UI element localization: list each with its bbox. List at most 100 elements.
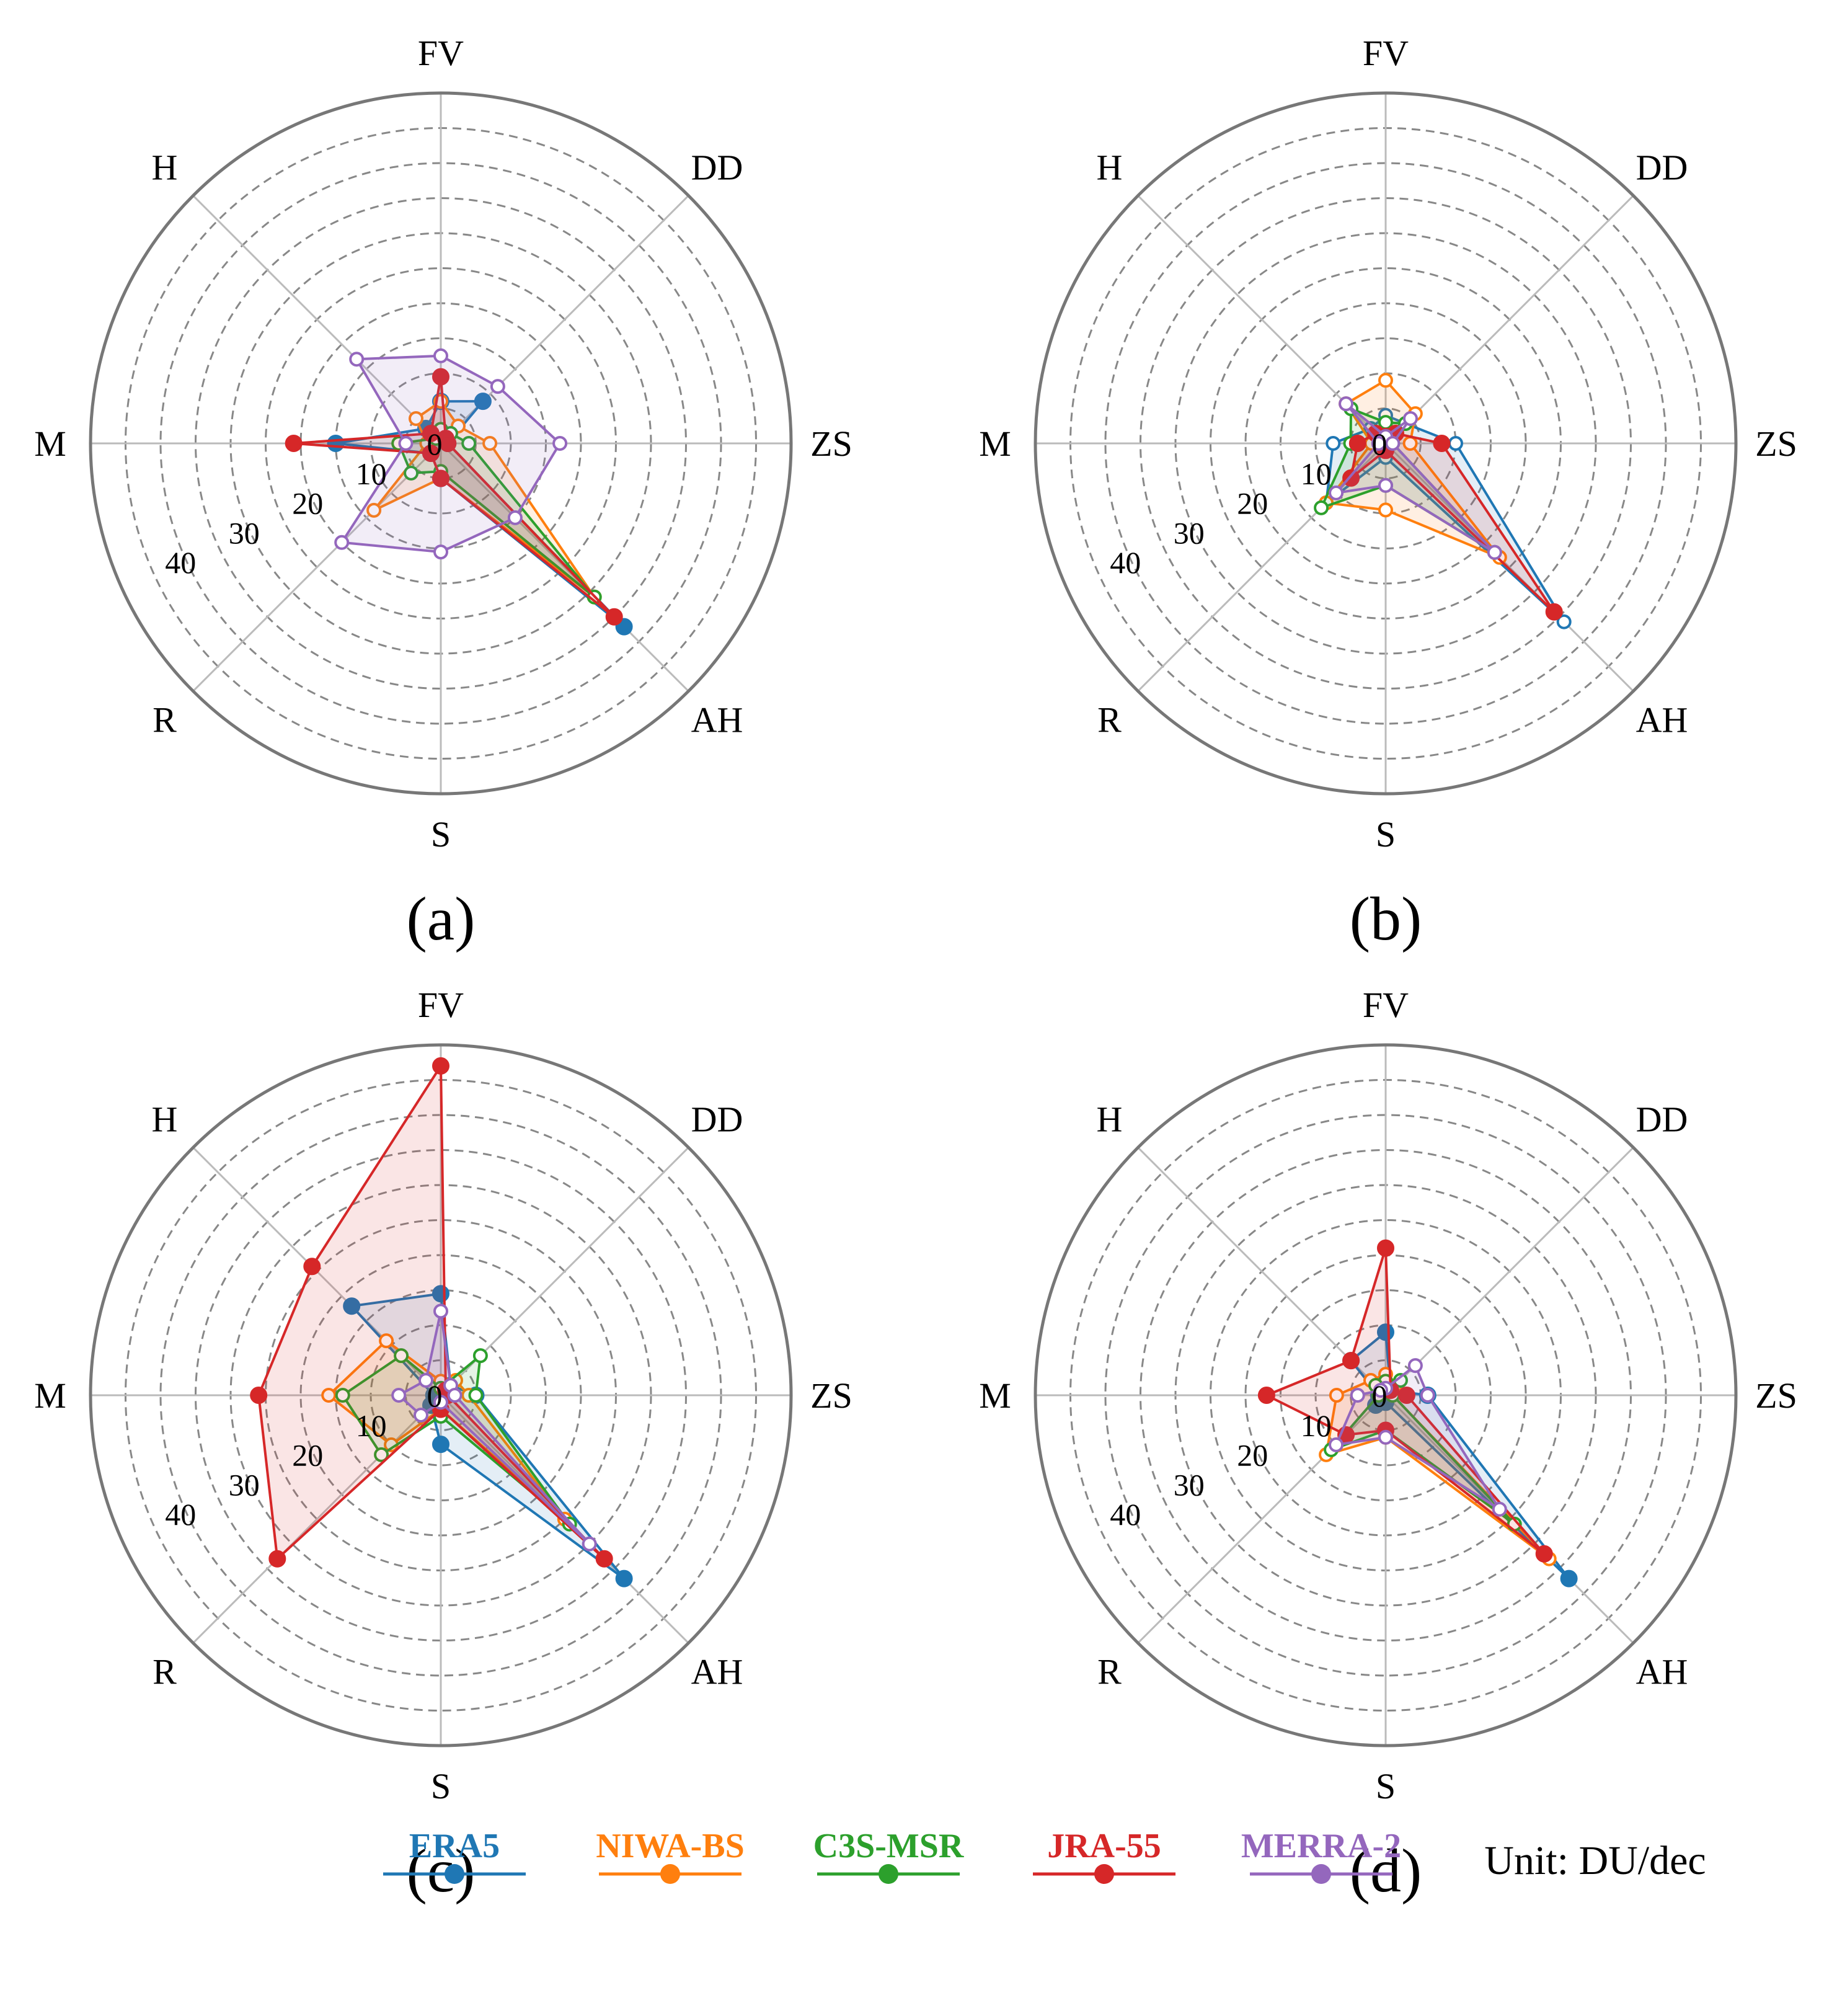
radial-tick-label: 40 bbox=[1110, 1497, 1141, 1532]
axis-label-r: R bbox=[1097, 700, 1122, 740]
axis-label-h: H bbox=[1097, 1099, 1123, 1140]
legend-entry-niwa-bs: NIWA-BS bbox=[596, 1827, 745, 1884]
data-point-c3s-msr bbox=[374, 1447, 389, 1462]
data-point-merra-2 bbox=[490, 379, 505, 394]
radial-tick-label: 30 bbox=[1174, 515, 1205, 550]
data-point-merra-2 bbox=[447, 1388, 463, 1403]
axis-label-r: R bbox=[153, 700, 177, 740]
data-point-c3s-msr bbox=[461, 436, 477, 451]
data-point-merra-2 bbox=[1385, 436, 1401, 451]
data-point-merra-2 bbox=[414, 1408, 428, 1423]
outer-frame bbox=[1034, 1043, 1738, 1747]
data-point-jra-55 bbox=[250, 1387, 268, 1404]
legend-label: NIWA-BS bbox=[596, 1827, 745, 1865]
data-point-merra-2 bbox=[507, 510, 523, 525]
radial-tick-label: 10 bbox=[356, 456, 387, 491]
series-area-merra-2 bbox=[1336, 404, 1495, 553]
axis-label-m: M bbox=[979, 424, 1011, 464]
data-point-era5 bbox=[1560, 1570, 1578, 1587]
data-point-c3s-msr bbox=[404, 465, 419, 481]
axis-spoke bbox=[1137, 1147, 1387, 1397]
series-area-niwa-bs bbox=[329, 1341, 565, 1519]
data-point-merra-2 bbox=[1378, 1429, 1393, 1445]
axis-label-fv: FV bbox=[1363, 985, 1409, 1025]
data-point-merra-2 bbox=[1373, 1383, 1388, 1398]
legend-label: JRA-55 bbox=[1047, 1827, 1161, 1865]
axis-label-h: H bbox=[152, 1099, 178, 1140]
axis-label-m: M bbox=[979, 1375, 1011, 1416]
axis-label-dd: DD bbox=[691, 1099, 743, 1140]
data-point-era5 bbox=[615, 1570, 633, 1587]
data-point-merra-2 bbox=[552, 436, 568, 451]
radial-tick-label: 10 bbox=[1301, 1408, 1332, 1443]
data-point-niwa-bs bbox=[1378, 373, 1393, 388]
data-point-merra-2 bbox=[1492, 1501, 1507, 1517]
data-point-merra-2 bbox=[1378, 477, 1393, 493]
legend-label: MERRA-2 bbox=[1241, 1827, 1401, 1865]
axis-label-ah: AH bbox=[1636, 1652, 1688, 1692]
legend-entry-c3s-msr: C3S-MSR bbox=[813, 1827, 964, 1884]
radar-panel-2: 0 10 20 30 40 FV DD ZS AH S R M H (b) bbox=[979, 33, 1797, 953]
axis-label-zs: ZS bbox=[810, 424, 852, 464]
radial-tick-label: 0 bbox=[1372, 1379, 1388, 1413]
data-point-jra-55 bbox=[1257, 1387, 1275, 1404]
outer-frame bbox=[89, 1043, 793, 1747]
data-point-merra-2 bbox=[1350, 1388, 1365, 1403]
data-point-merra-2 bbox=[418, 1373, 433, 1388]
data-point-merra-2 bbox=[391, 1388, 407, 1403]
data-point-merra-2 bbox=[433, 1395, 448, 1410]
axis-label-ah: AH bbox=[691, 1652, 743, 1692]
data-point-merra-2 bbox=[1420, 1388, 1435, 1403]
radial-tick-label: 0 bbox=[427, 1379, 443, 1413]
axis-label-zs: ZS bbox=[1755, 1375, 1797, 1416]
axis-label-ah: AH bbox=[1636, 700, 1688, 740]
legend-marker bbox=[1094, 1864, 1114, 1884]
data-point-era5 bbox=[432, 1436, 449, 1454]
data-point-merra-2 bbox=[1403, 411, 1418, 426]
data-point-jra-55 bbox=[1433, 435, 1451, 452]
data-point-jra-55 bbox=[1342, 1352, 1360, 1370]
data-point-jra-55 bbox=[303, 1258, 321, 1276]
series-area-merra-2 bbox=[399, 1311, 590, 1544]
axis-label-s: S bbox=[1376, 1766, 1396, 1806]
axis-label-fv: FV bbox=[418, 33, 464, 73]
data-point-jra-55 bbox=[422, 445, 440, 462]
data-point-c3s-msr bbox=[468, 1388, 484, 1403]
data-point-merra-2 bbox=[1339, 396, 1354, 412]
data-point-jra-55 bbox=[595, 1550, 613, 1568]
data-point-merra-2 bbox=[349, 352, 365, 367]
panel-label: (d) bbox=[1350, 1836, 1422, 1905]
axis-spoke bbox=[1384, 195, 1634, 445]
radial-tick-label: 30 bbox=[1174, 1467, 1205, 1502]
data-point-jra-55 bbox=[268, 1550, 286, 1568]
axis-spoke bbox=[192, 442, 442, 692]
radial-tick-label: 20 bbox=[292, 486, 323, 521]
axis-spoke bbox=[192, 1394, 442, 1644]
radar-panel-1: 0 10 20 30 40 FV DD ZS AH S R M H (a) bbox=[34, 33, 852, 953]
data-point-merra-2 bbox=[398, 436, 414, 451]
radial-tick-label: 0 bbox=[427, 427, 443, 461]
series-area-merra-2 bbox=[342, 355, 560, 553]
data-point-c3s-msr bbox=[472, 1348, 488, 1364]
axis-label-r: R bbox=[1097, 1652, 1122, 1692]
radar-panels: 0 10 20 30 40 FV DD ZS AH S R M H (a) 0 10 20 30 40 FV DD ZS A… bbox=[34, 33, 1797, 1905]
data-point-jra-55 bbox=[432, 368, 449, 386]
data-point-era5 bbox=[343, 1297, 361, 1315]
data-point-niwa-bs bbox=[409, 411, 423, 426]
data-point-merra-2 bbox=[1487, 544, 1502, 560]
axis-spoke bbox=[1384, 1147, 1634, 1397]
axis-spoke bbox=[1384, 442, 1634, 692]
data-point-jra-55 bbox=[1397, 1387, 1415, 1404]
axis-label-h: H bbox=[152, 148, 178, 188]
legend-entry-jra-55: JRA-55 bbox=[1033, 1827, 1175, 1884]
data-point-c3s-msr bbox=[1314, 500, 1329, 515]
radar-panel-4: 0 10 20 30 40 FV DD ZS AH S R M H (d) bbox=[979, 985, 1797, 1905]
axis-label-dd: DD bbox=[1636, 148, 1688, 188]
data-point-jra-55 bbox=[1535, 1545, 1553, 1563]
axis-label-s: S bbox=[1376, 814, 1396, 855]
radial-tick-label: 10 bbox=[1301, 456, 1332, 491]
data-point-merra-2 bbox=[1371, 436, 1386, 451]
axis-label-m: M bbox=[34, 424, 66, 464]
